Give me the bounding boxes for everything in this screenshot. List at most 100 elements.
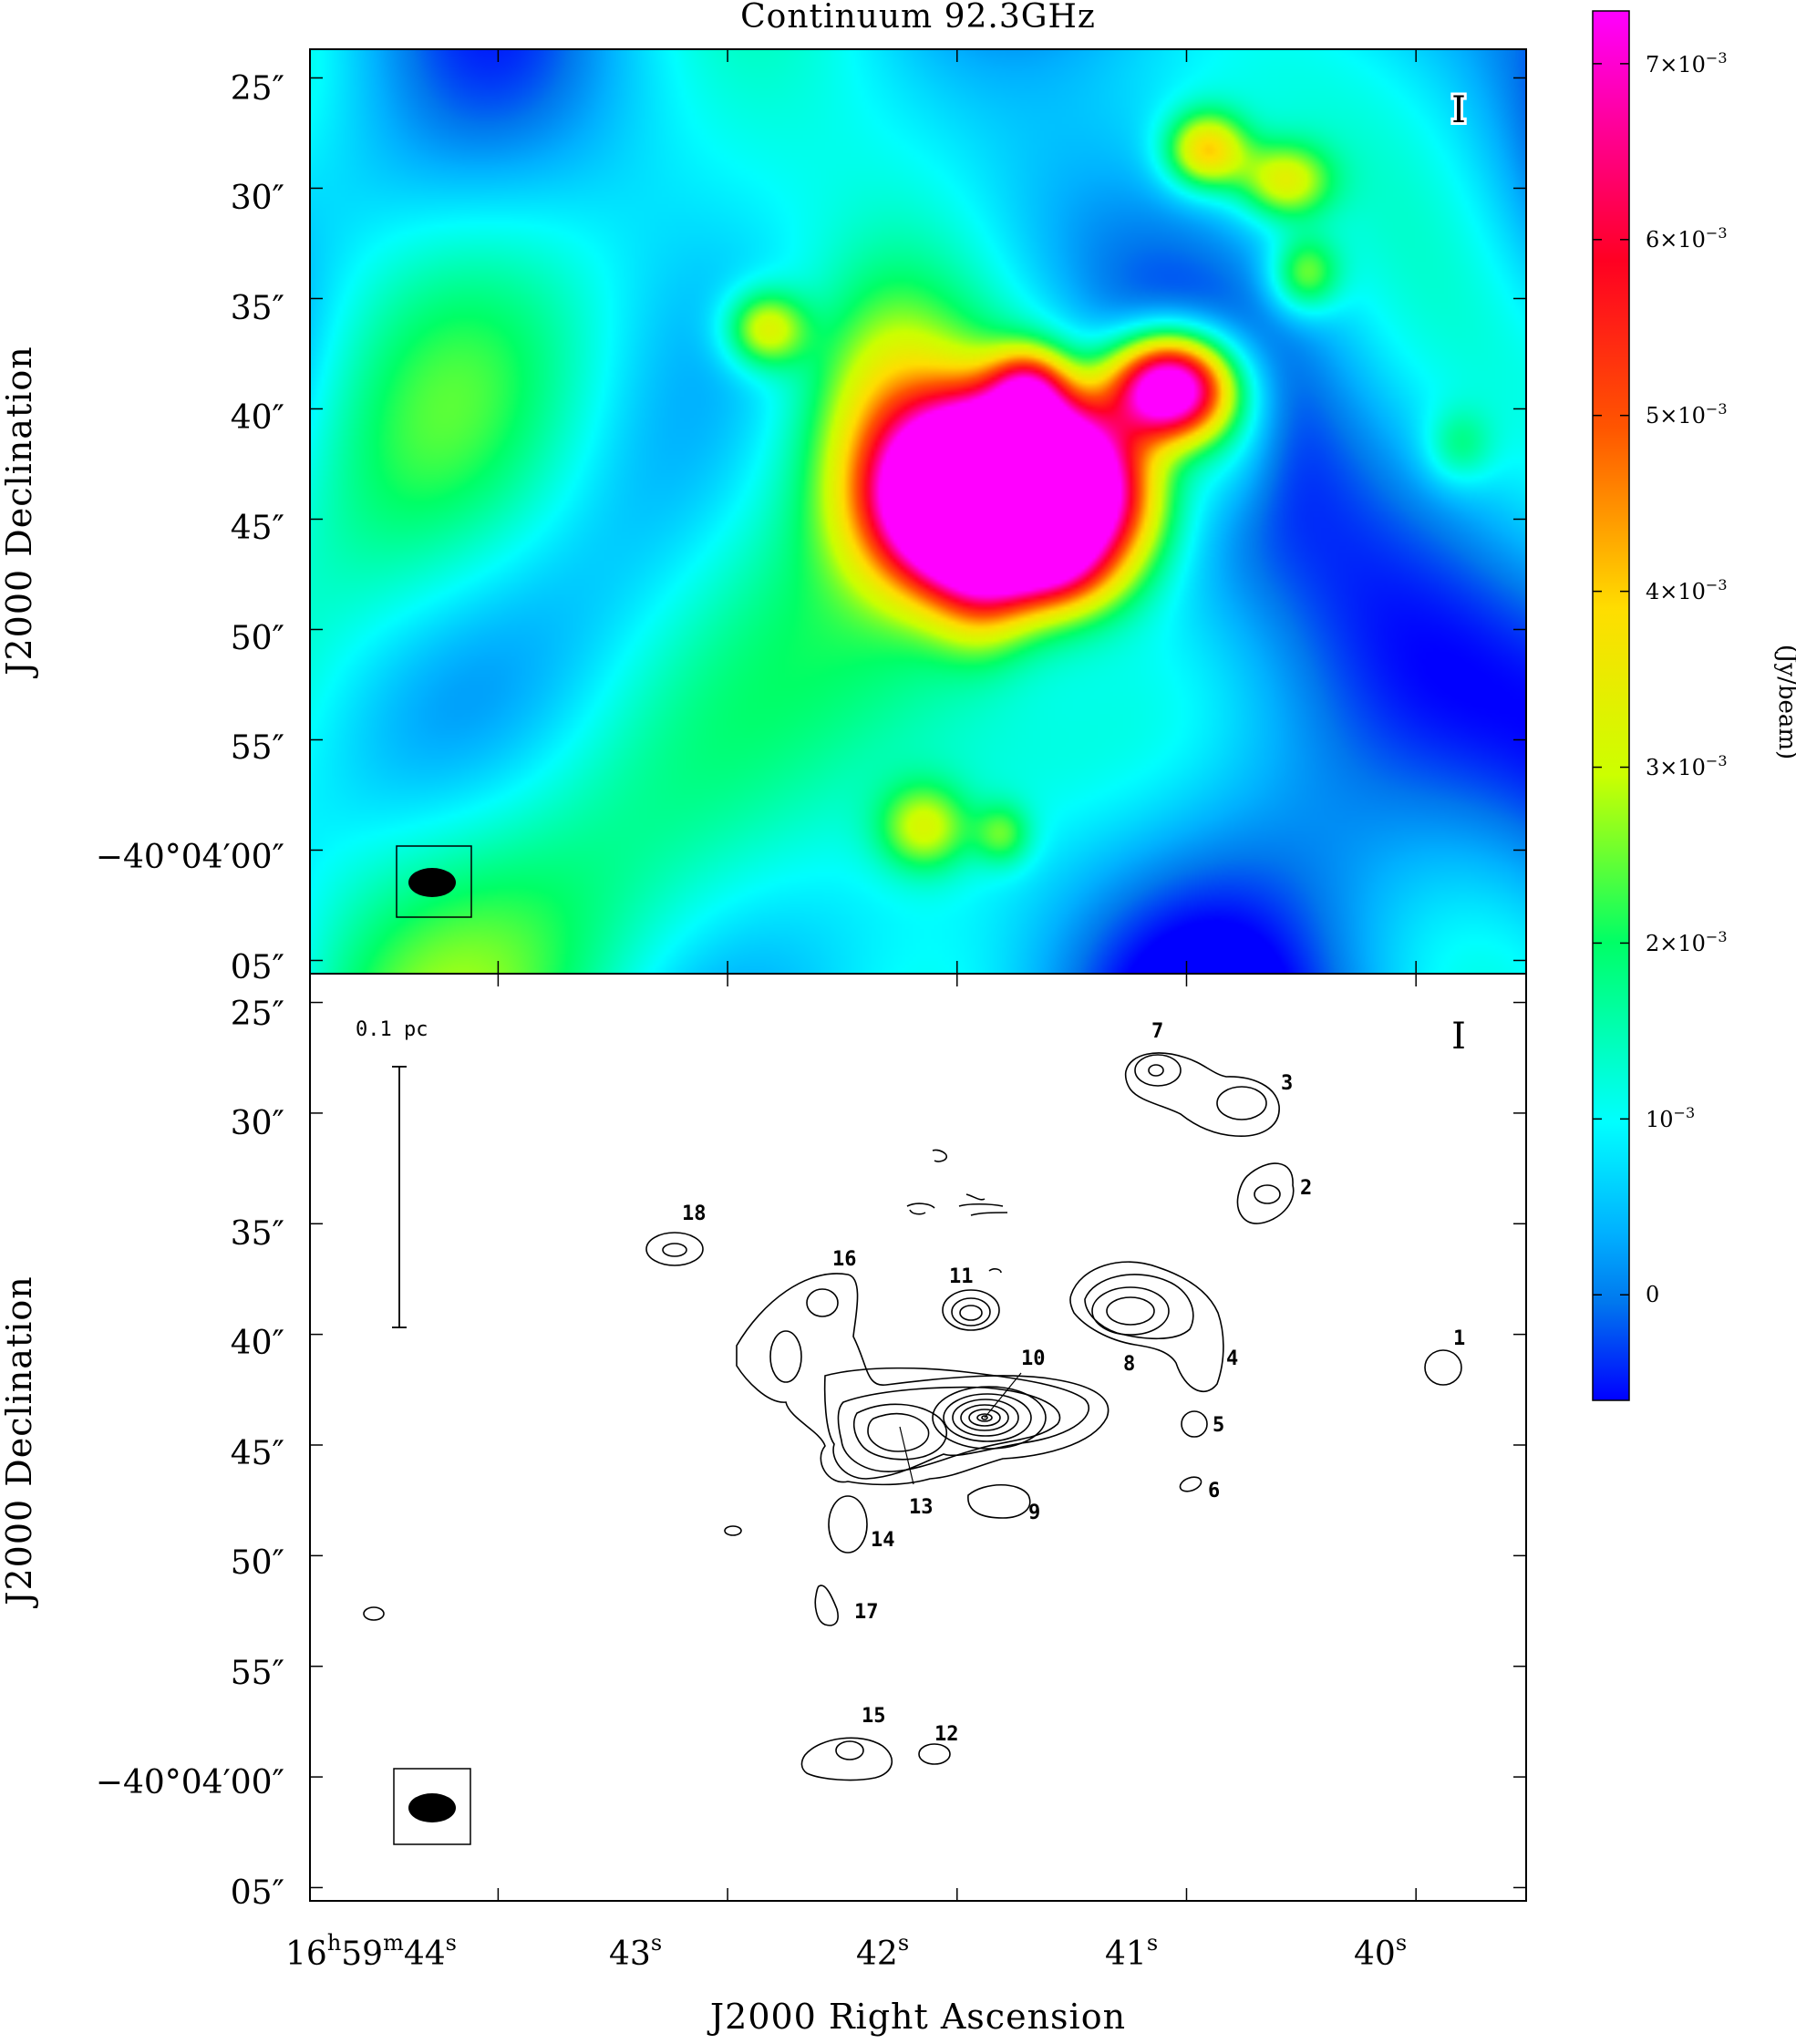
contour-level (1216, 1086, 1267, 1120)
colorbar-gradient (1592, 10, 1630, 1401)
y-tick-label: 05″ (231, 1874, 284, 1912)
contour-level (1181, 1410, 1208, 1438)
contour-level (1084, 1274, 1194, 1340)
y-tick-label: 30″ (231, 180, 284, 217)
contour-level (960, 1404, 1009, 1431)
y-tick-label: 45″ (231, 510, 284, 547)
contour-level (952, 1399, 1019, 1437)
contour-level (959, 1305, 983, 1321)
source-label: 9 (1028, 1502, 1040, 1524)
contour-level (806, 1288, 839, 1317)
colorbar: 0 10−3 2×10−3 3×10−3 4×10−3 5×10−3 6×10−… (1592, 10, 1796, 1401)
colorbar-tick-labels: 0 10−3 2×10−3 3×10−3 4×10−3 5×10−3 6×10−… (1646, 49, 1728, 1307)
colorbar-tick-label: 6×10−3 (1646, 224, 1728, 253)
contour-level (1134, 1054, 1182, 1087)
y-tick-label: 35″ (231, 290, 284, 327)
contour-level (828, 1495, 868, 1554)
beam-ellipse (408, 868, 456, 897)
y-tick-label: −40°04′00″ (96, 1764, 284, 1801)
source-label: 12 (934, 1723, 959, 1746)
source-label: 11 (949, 1265, 974, 1288)
y-tick-label: 40″ (231, 399, 284, 437)
contour-level (981, 1415, 988, 1420)
y-tick-label: 50″ (231, 1544, 284, 1582)
contour-level (951, 1297, 991, 1327)
source-label: 10 (1021, 1347, 1046, 1370)
bottom-y-axis-label: J2000 Declination (0, 1275, 39, 1608)
contour-level (867, 1412, 930, 1452)
contour-level (976, 1413, 993, 1422)
source-label: 5 (1213, 1414, 1224, 1437)
contour-level (800, 1737, 893, 1781)
contour-level (1179, 1476, 1202, 1492)
source-label: 16 (832, 1248, 857, 1271)
scale-bar: 0.1 pc (356, 1018, 428, 1328)
source-label: 7 (1151, 1020, 1163, 1043)
y-tick-label: 55″ (231, 729, 284, 767)
x-tick-label: 41s (1105, 1930, 1158, 1973)
colorbar-tick-label: 10−3 (1646, 1104, 1695, 1132)
source-label: 18 (682, 1203, 707, 1225)
contour-level (823, 1367, 1090, 1480)
source-label: 3 (1281, 1072, 1293, 1095)
source-label: 17 (854, 1601, 879, 1624)
x-tick-label: 43s (609, 1930, 662, 1973)
x-tick-label: 42s (856, 1930, 909, 1973)
y-tick-label: 25″ (231, 996, 284, 1033)
contour-level (662, 1243, 687, 1257)
source-label: 14 (871, 1529, 895, 1552)
source-label: 2 (1300, 1177, 1312, 1200)
y-tick-label: 30″ (231, 1105, 284, 1142)
source-label: 6 (1208, 1480, 1220, 1502)
contour-level (1106, 1296, 1155, 1326)
y-tick-label: 05″ (231, 949, 284, 986)
contour-level (1069, 1261, 1224, 1393)
colorbar-tick-label: 4×10−3 (1646, 576, 1728, 604)
colorbar-tick-label: 0 (1646, 1282, 1659, 1307)
top-stokes-label: I (1451, 89, 1466, 131)
contour-level (837, 1386, 1061, 1472)
contour-level (906, 1203, 935, 1215)
heatmap (310, 49, 1526, 974)
bottom-stokes-label: I (1451, 1016, 1466, 1058)
contour-level (852, 1403, 948, 1461)
scale-bar-label: 0.1 pc (356, 1018, 428, 1041)
contours (363, 1052, 1462, 1781)
source-label: 1 (1453, 1327, 1465, 1350)
contour-level (814, 1585, 839, 1626)
contour-level (1148, 1064, 1164, 1077)
bottom-y-tick-labels: 25″ 30″ 35″ 40″ 45″ 50″ 55″ −40°04′00″ 0… (96, 996, 284, 1912)
y-tick-label: −40°04′00″ (96, 839, 284, 876)
colorbar-tick-label: 5×10−3 (1646, 400, 1728, 428)
contour-level (724, 1525, 742, 1536)
top-beam-box (396, 845, 472, 918)
contour-level (1254, 1184, 1281, 1204)
contour-level (1236, 1162, 1295, 1224)
contour-level (967, 1484, 1031, 1519)
contour-level (942, 1289, 1000, 1331)
source-label: 4 (1226, 1347, 1238, 1370)
beam-ellipse (408, 1793, 456, 1822)
heatmap-image (310, 49, 1526, 974)
colorbar-label: (Jy/beam) (1773, 645, 1796, 759)
y-tick-label: 50″ (231, 620, 284, 657)
y-tick-label: 55″ (231, 1655, 284, 1692)
y-tick-label: 40″ (231, 1325, 284, 1362)
contour-level (645, 1232, 704, 1266)
bottom-panel-frame (309, 973, 1527, 1902)
top-y-axis-label: J2000 Declination (0, 346, 39, 678)
contour-level (363, 1606, 385, 1621)
contour-level (958, 1193, 1008, 1216)
contour-level (1124, 1052, 1280, 1137)
top-panel-ticks (310, 49, 1526, 974)
colorbar-tick-label: 3×10−3 (1646, 752, 1728, 780)
bottom-beam-box (393, 1768, 471, 1845)
contour-level (1424, 1349, 1462, 1386)
contour-level (943, 1393, 1032, 1442)
figure-title: Continuum 92.3GHz (740, 0, 1096, 36)
contour-level (769, 1330, 802, 1383)
x-tick-label: 16h59m44s (285, 1930, 457, 1973)
x-axis-label: J2000 Right Ascension (707, 1997, 1126, 2037)
contour-level (932, 1149, 948, 1162)
